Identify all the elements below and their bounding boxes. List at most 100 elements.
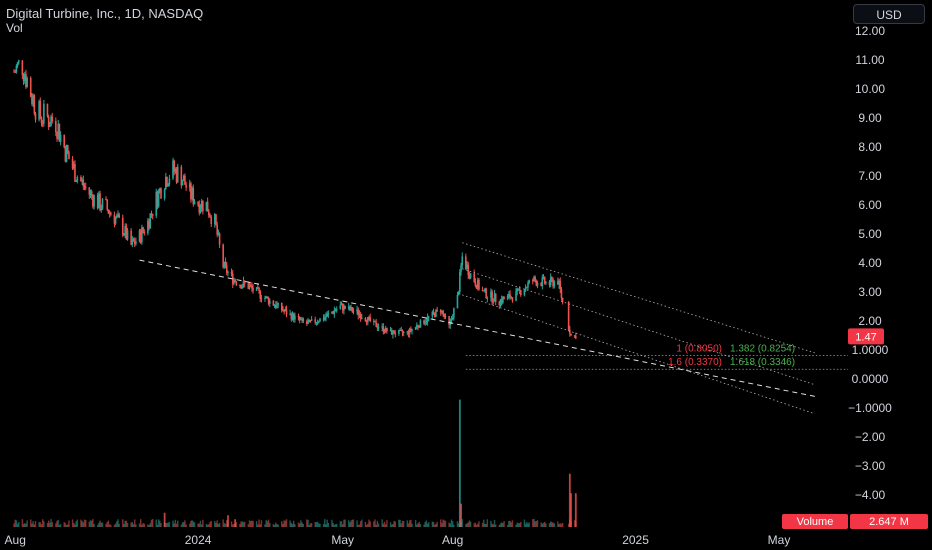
candle-body [43, 103, 45, 124]
volume-bar [518, 523, 521, 527]
volume-bar [98, 522, 100, 527]
volume-bar [293, 520, 295, 527]
candle-body [15, 65, 18, 73]
candle-body [309, 319, 312, 321]
volume-bar [283, 520, 285, 527]
candle-body [323, 317, 326, 320]
x-tick-label: 2024 [185, 533, 212, 547]
candle-body [358, 314, 361, 316]
volume-bar [24, 523, 26, 527]
volume-bar [298, 523, 301, 527]
candle-body [441, 310, 443, 313]
candle-body [82, 179, 85, 187]
volume-bar [567, 523, 570, 527]
candle-body [343, 305, 345, 311]
volume-bar [34, 521, 37, 527]
volume-bar [57, 520, 59, 527]
volume-bar [526, 522, 528, 527]
candle-body [301, 318, 303, 320]
candle-body [92, 195, 94, 207]
volume-bar [273, 524, 276, 527]
volume-bar [314, 522, 316, 527]
volume-bar [96, 524, 99, 527]
volume-bar [126, 522, 129, 527]
fib-label: 1.618 (0.3346) [730, 357, 795, 368]
candle-body [16, 62, 19, 66]
candle-body [114, 217, 117, 224]
volume-bar [230, 521, 233, 527]
volume-bar [478, 521, 480, 527]
volume-bar [515, 524, 517, 527]
candle-body [490, 291, 492, 298]
candle-body [29, 77, 32, 97]
volume-bar [147, 524, 149, 527]
candle-body [484, 288, 486, 291]
volume-bar [432, 521, 435, 527]
candle-body [181, 180, 184, 186]
volume-bar [361, 519, 363, 527]
candle-body [401, 330, 404, 333]
channel-line-mid[interactable] [462, 268, 815, 386]
candle-body [499, 299, 502, 305]
volume-bar [534, 521, 536, 527]
volume-bar [391, 524, 393, 527]
price-axis[interactable]: 12.00 11.00 10.00 9.00 8.00 7.00 6.00 5.00 4.00 3… [848, 24, 892, 502]
candle-body [375, 322, 377, 327]
candle-body [560, 289, 563, 298]
volume-bar [356, 520, 358, 527]
candle-body [315, 322, 318, 324]
support-trendline[interactable] [139, 259, 815, 397]
volume-bar [267, 519, 270, 527]
volume-bar [401, 520, 404, 527]
volume-bar [508, 520, 510, 527]
candle-body [259, 290, 262, 299]
volume-bar [197, 523, 199, 527]
volume-bar [365, 524, 368, 527]
candle-body [493, 293, 496, 302]
time-axis[interactable]: Aug 2024 May Aug 2025 May [5, 533, 791, 547]
candle-body [255, 287, 258, 291]
volume-bar [392, 524, 394, 527]
fib-label: 1 (0.8050) [676, 344, 722, 355]
candle-body [110, 212, 112, 215]
candle-body [531, 280, 534, 282]
volume-bar [131, 521, 134, 527]
y-tick-label: −3.00 [855, 459, 886, 473]
candle-body [68, 152, 70, 160]
volume-bar [242, 521, 245, 527]
x-tick-label: Aug [5, 533, 26, 547]
candle-body [351, 307, 354, 312]
volume-bar [574, 493, 577, 527]
candle-body [239, 284, 241, 286]
candle-body [38, 101, 40, 120]
volume-bar [542, 522, 545, 527]
candle-body [26, 77, 28, 88]
candle-body [389, 330, 392, 332]
channel-line-upper[interactable] [462, 242, 815, 354]
volume-bar [402, 521, 405, 527]
candle-body [63, 134, 66, 148]
y-tick-label: 10.00 [855, 82, 885, 96]
currency-button[interactable]: USD [853, 4, 925, 24]
volume-bar [428, 522, 430, 527]
candle-body [457, 291, 460, 295]
volume-bar [499, 523, 502, 527]
volume-bar [108, 524, 111, 527]
volume-bar [456, 521, 459, 527]
candle-body [84, 186, 87, 188]
candle-body [90, 191, 93, 196]
volume-bar [423, 524, 425, 527]
volume-bar [155, 519, 157, 527]
candle-body [509, 294, 511, 299]
candle-body [398, 330, 400, 334]
candle-body [291, 313, 294, 320]
candle-body [283, 310, 285, 312]
volume-bar [180, 524, 183, 527]
volume-bar [142, 523, 144, 527]
candle-body [88, 187, 91, 195]
volume-bar [340, 521, 343, 527]
volume-bar [324, 519, 326, 527]
volume-indicator-label[interactable]: Vol [6, 21, 23, 35]
volume-bar [175, 523, 178, 527]
